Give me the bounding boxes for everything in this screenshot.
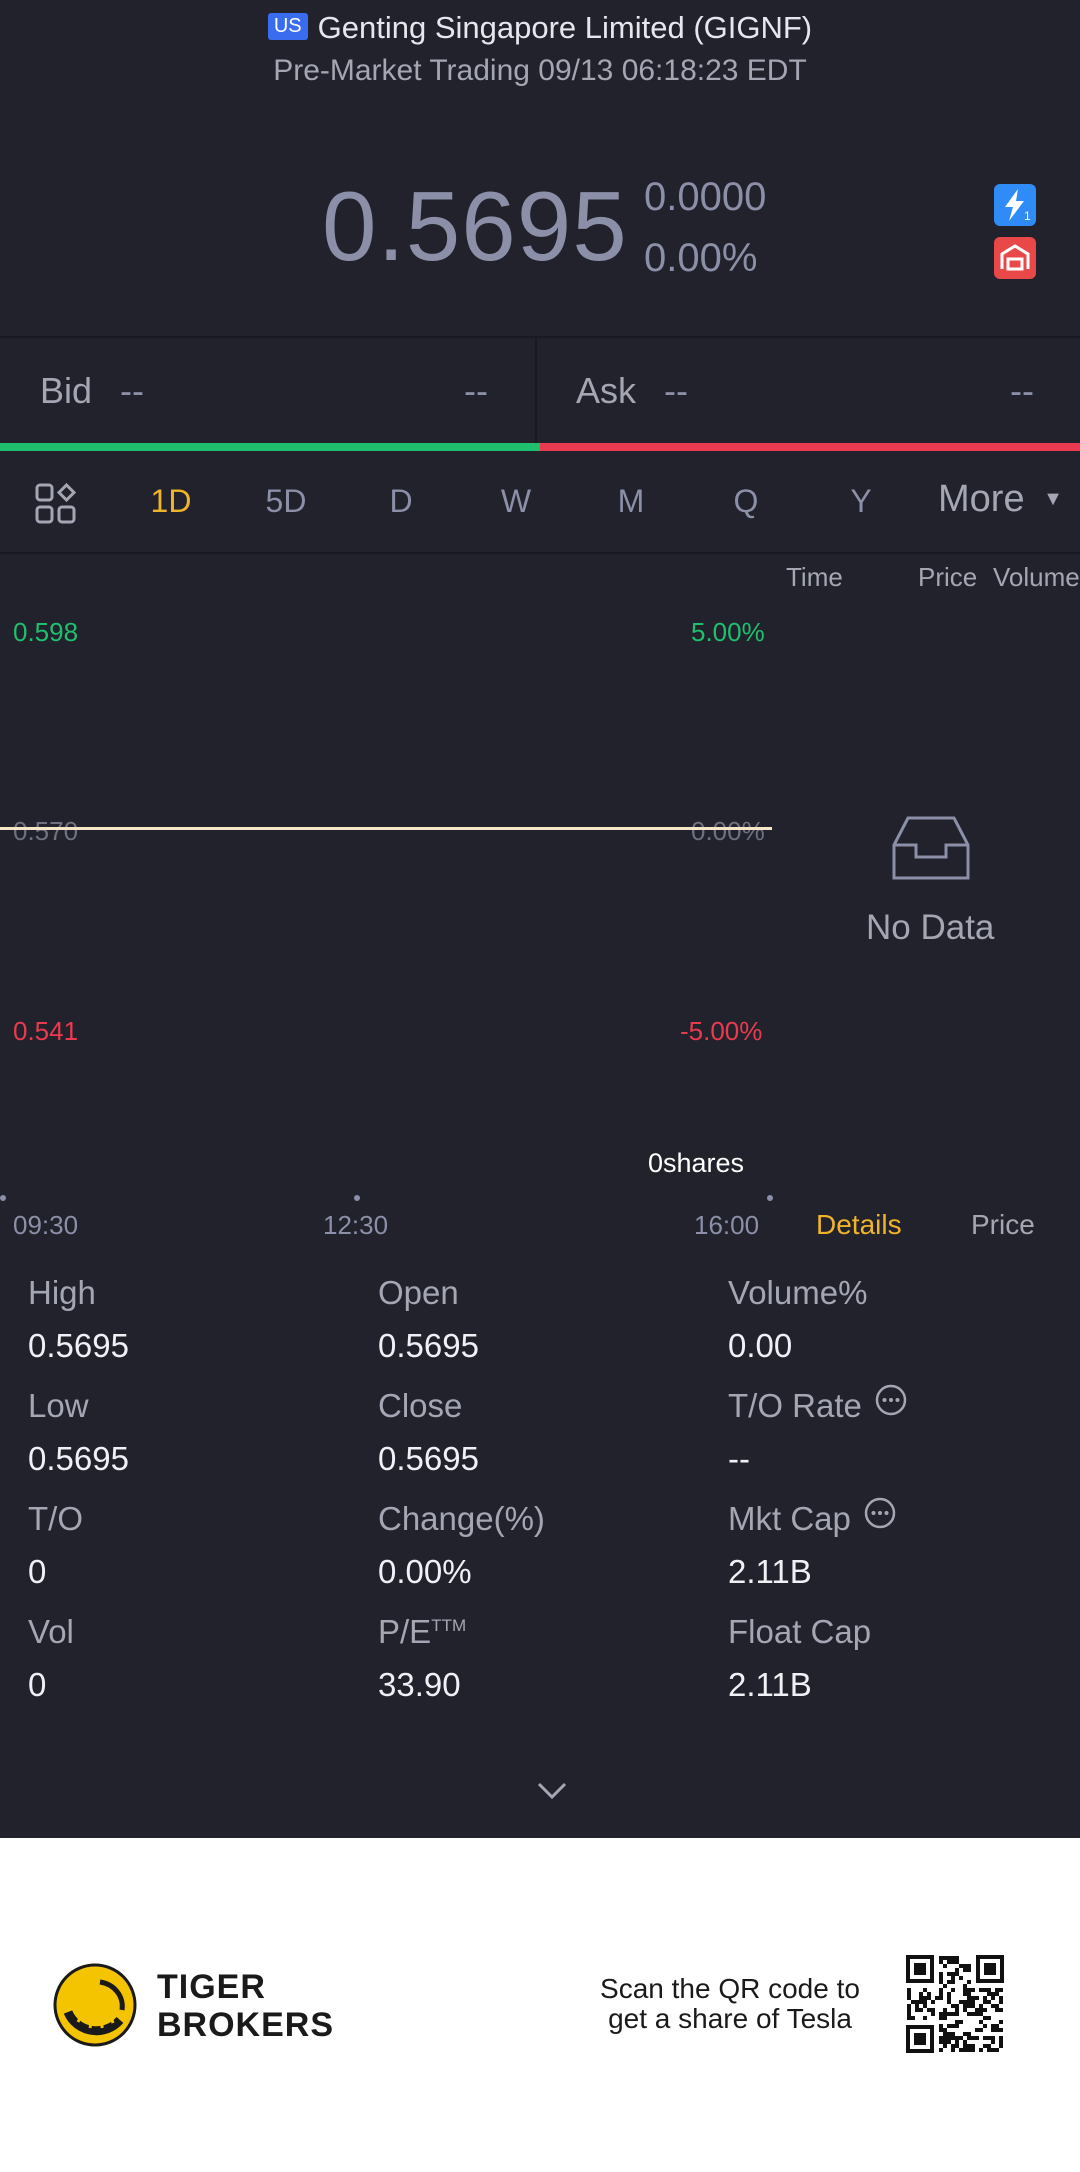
tab-m[interactable]: M — [617, 483, 645, 519]
time-tick — [767, 1195, 773, 1201]
pct-axis-high: 5.00% — [691, 617, 765, 647]
col-time: Time — [786, 562, 843, 592]
divider — [0, 552, 1080, 554]
market-badge: US — [267, 13, 308, 41]
time-tick — [354, 1195, 360, 1201]
more-info-icon[interactable] — [864, 1497, 896, 1537]
bid-label: Bid — [40, 370, 93, 411]
bid-ask-divider — [535, 338, 537, 443]
market-status: Pre-Market Trading 09/13 06:18:23 EDT — [273, 54, 807, 87]
stat-vol-label: Vol — [28, 1613, 74, 1650]
empty-tray-icon — [890, 815, 972, 881]
ask-label: Ask — [576, 370, 637, 411]
stat-pe-value: 33.90 — [378, 1666, 461, 1703]
tab-price[interactable]: Price — [971, 1209, 1035, 1240]
svg-text:1: 1 — [1024, 209, 1031, 223]
volume-label: 0shares — [648, 1148, 745, 1178]
x-axis-end: 16:00 — [694, 1210, 760, 1240]
no-data-text: No Data — [866, 908, 995, 947]
ask-size: -- — [1010, 370, 1034, 411]
promo-text: Scan the QR code to get a share of Tesla — [560, 1974, 900, 2034]
col-price: Price — [918, 562, 978, 592]
grid-layout-icon[interactable] — [34, 482, 78, 526]
more-periods-button[interactable]: More ▼ — [938, 478, 1063, 521]
stat-mktcap-value: 2.11B — [728, 1553, 812, 1590]
stat-close-value: 0.5695 — [378, 1440, 479, 1477]
stat-volpct-value: 0.00 — [728, 1327, 793, 1364]
tab-1d[interactable]: 1D — [150, 483, 192, 519]
shop-icon[interactable] — [994, 237, 1036, 279]
stock-name: Genting Singapore Limited (GIGNF) — [317, 10, 813, 45]
tiger-logo-icon — [52, 1962, 138, 2048]
price-change-pct: 0.00% — [644, 236, 758, 280]
qr-code — [906, 1955, 1004, 2053]
stat-open-value: 0.5695 — [378, 1327, 479, 1364]
promo-line2: get a share of Tesla — [608, 2003, 852, 2034]
promo-line1: Scan the QR code to — [600, 1973, 860, 2004]
stat-floatcap-label: Float Cap — [728, 1613, 872, 1650]
y-axis-high: 0.598 — [13, 617, 79, 647]
price-line — [0, 827, 772, 830]
x-axis-start: 09:30 — [13, 1210, 79, 1240]
bid-ratio-bar — [0, 443, 540, 451]
pct-axis-low: -5.00% — [680, 1016, 763, 1046]
more-info-icon[interactable] — [875, 1384, 907, 1424]
pe-label-text: P/E — [378, 1613, 432, 1650]
tab-q[interactable]: Q — [733, 483, 759, 519]
tab-w[interactable]: W — [500, 483, 532, 519]
stock-title: US Genting Singapore Limited (GIGNF) — [0, 10, 1080, 46]
stat-torate-label: T/O Rate — [728, 1384, 907, 1428]
y-axis-mid: 0.570 — [13, 816, 79, 846]
tab-d[interactable]: D — [389, 483, 413, 519]
ask-ratio-bar — [540, 443, 1080, 451]
mktcap-label-text: Mkt Cap — [728, 1500, 851, 1537]
tab-y[interactable]: Y — [850, 483, 872, 519]
ask-price: -- — [664, 370, 688, 411]
stat-volpct-label: Volume% — [728, 1274, 868, 1311]
stat-torate-value: -- — [728, 1440, 750, 1477]
stat-floatcap-value: 2.11B — [728, 1666, 812, 1703]
brand-line2: BROKERS — [157, 2006, 335, 2044]
stat-to-value: 0 — [28, 1553, 47, 1590]
stat-low-label: Low — [28, 1387, 89, 1424]
stat-mktcap-label: Mkt Cap — [728, 1497, 896, 1541]
caret-down-icon: ▼ — [1043, 488, 1063, 510]
chevron-down-icon[interactable] — [536, 1778, 568, 1802]
divider — [0, 336, 1080, 338]
stat-pe-label: P/ETTM — [378, 1613, 466, 1651]
pct-axis-mid: 0.00% — [691, 816, 765, 846]
stat-close-label: Close — [378, 1387, 463, 1424]
stat-to-label: T/O — [28, 1500, 83, 1537]
stat-vol-value: 0 — [28, 1666, 47, 1703]
quote-screen — [0, 0, 1080, 1838]
stat-high-value: 0.5695 — [28, 1327, 129, 1364]
tab-5d[interactable]: 5D — [265, 483, 307, 519]
stat-open-label: Open — [378, 1274, 459, 1311]
time-tick — [0, 1195, 6, 1201]
bid-price: -- — [120, 370, 144, 411]
torate-label-text: T/O Rate — [728, 1387, 862, 1424]
stat-change-value: 0.00% — [378, 1553, 472, 1590]
col-volume: Volume — [993, 562, 1080, 592]
lightning-level1-icon[interactable]: 1 — [994, 184, 1036, 226]
x-axis-mid: 12:30 — [323, 1210, 389, 1240]
stat-high-label: High — [28, 1274, 96, 1311]
tab-details[interactable]: Details — [816, 1209, 902, 1240]
last-price: 0.5695 — [322, 171, 628, 281]
brand-line1: TIGER — [157, 1968, 266, 2006]
y-axis-low: 0.541 — [13, 1016, 79, 1046]
bid-size: -- — [464, 370, 488, 411]
stat-change-label: Change(%) — [378, 1500, 545, 1537]
stat-low-value: 0.5695 — [28, 1440, 129, 1477]
more-label: More — [938, 478, 1025, 520]
pe-ttm-sup: TTM — [431, 1616, 467, 1635]
price-change: 0.0000 — [644, 175, 767, 219]
